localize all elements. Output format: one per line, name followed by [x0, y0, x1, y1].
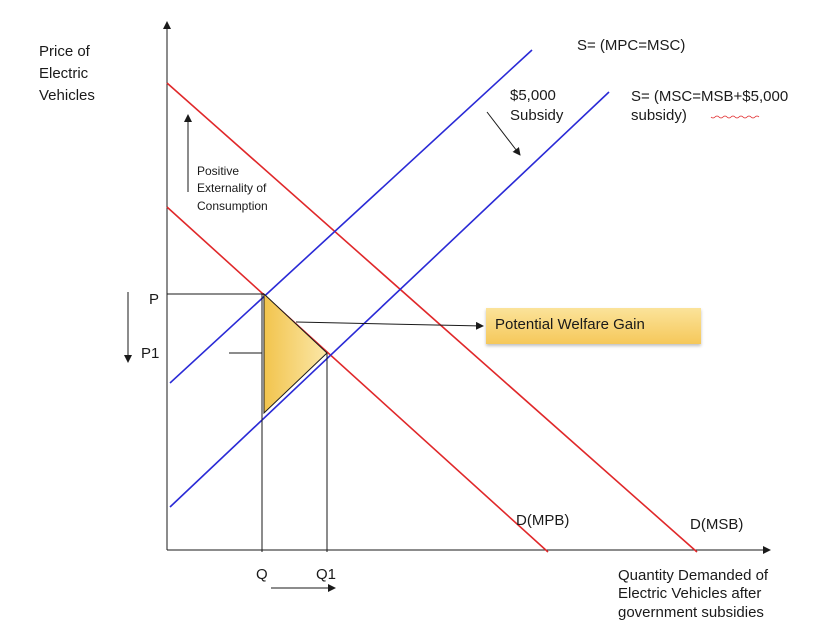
- subsidy-label: $5,000 Subsidy: [510, 87, 564, 124]
- quantity-q1-label: Q1: [316, 566, 336, 583]
- spellcheck-underline: [710, 115, 760, 119]
- price-p1-label: P1: [141, 345, 159, 362]
- supply-subsidy-label: S= (MSC=MSB+$5,000 subsidy): [631, 88, 792, 124]
- welfare-gain-triangle: [263, 292, 328, 415]
- welfare-gain-label: Potential Welfare Gain: [495, 316, 645, 333]
- price-p-label: P: [149, 291, 159, 308]
- supply-subsidy-curve: [169, 91, 610, 508]
- x-axis-label: Quantity Demanded of Electric Vehicles a…: [618, 567, 772, 621]
- supply-original-label: S= (MPC=MSC): [577, 37, 685, 54]
- subsidy-shift-arrow: [486, 111, 521, 156]
- demand-social-curve: [166, 82, 698, 553]
- welfare-gain-arrow: [295, 321, 484, 330]
- quantity-q-label: Q: [256, 566, 268, 583]
- demand-private-label: D(MPB): [516, 512, 569, 529]
- demand-private-curve: [166, 206, 549, 553]
- welfare-gain-callout: Potential Welfare Gain: [486, 308, 701, 344]
- supply-original-curve: [169, 49, 533, 384]
- demand-social-label: D(MSB): [690, 516, 743, 533]
- y-axis-label: Price of Electric Vehicles: [39, 43, 95, 104]
- externality-label: Positive Externality of Consumption: [197, 164, 270, 213]
